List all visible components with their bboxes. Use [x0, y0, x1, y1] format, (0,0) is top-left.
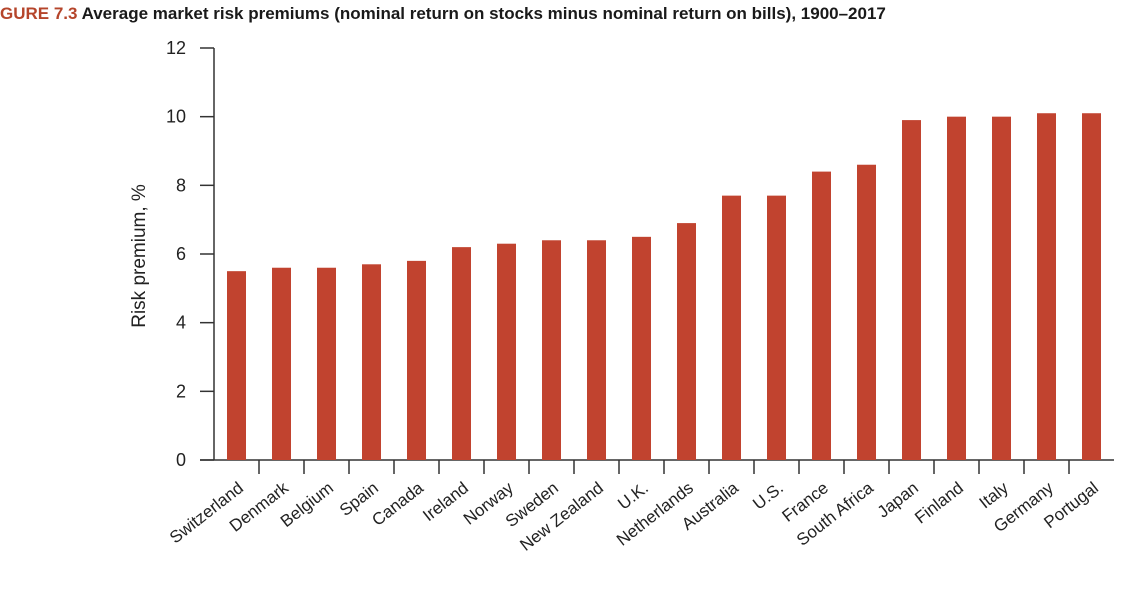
bar [992, 116, 1011, 461]
bar [722, 195, 741, 460]
bar [857, 164, 876, 460]
bar [947, 116, 966, 461]
category-label: Finland [911, 478, 967, 527]
bar [497, 243, 516, 460]
y-tick-label: 10 [166, 107, 186, 127]
bar [677, 223, 696, 460]
figure-number: GURE 7.3 [0, 4, 78, 23]
bar [902, 120, 921, 460]
bar [317, 267, 336, 460]
y-axis: 0 2 4 6 8 10 12 [166, 38, 215, 470]
bar [632, 236, 651, 460]
bar [767, 195, 786, 460]
y-tick-label: 2 [176, 381, 186, 401]
bar [1037, 113, 1056, 460]
bars [227, 113, 1101, 461]
figure-title: GURE 7.3 Average market risk premiums (n… [0, 4, 886, 24]
bar [542, 240, 561, 460]
category-label: Canada [368, 478, 427, 530]
y-tick-label: 4 [176, 313, 186, 333]
bar [227, 271, 246, 460]
bar [362, 264, 381, 460]
y-axis-label: Risk premium, % [129, 184, 150, 328]
bar [452, 247, 471, 460]
y-tick-label: 0 [176, 450, 186, 470]
y-tick-label: 8 [176, 175, 186, 195]
y-tick-label: 12 [166, 38, 186, 58]
chart-title: Average market risk premiums (nominal re… [81, 4, 886, 23]
bar [812, 171, 831, 460]
bar [407, 260, 426, 460]
x-axis [200, 459, 1114, 474]
bar [1082, 113, 1101, 460]
bar [587, 240, 606, 460]
y-tick-label: 6 [176, 244, 186, 264]
bar [272, 267, 291, 460]
